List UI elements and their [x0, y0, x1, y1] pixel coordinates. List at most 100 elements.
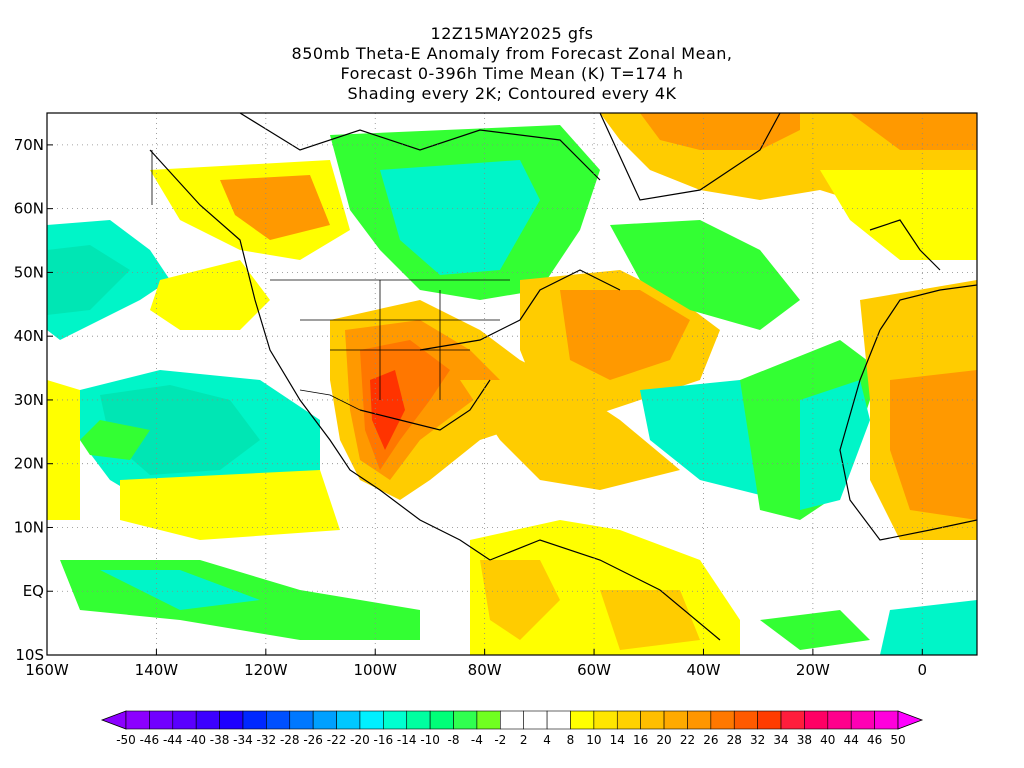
colorbar-label: 40	[820, 733, 835, 747]
colorbar-label: 50	[890, 733, 905, 747]
lat-tick-label: 30N	[14, 391, 44, 409]
lon-tick-label: 80W	[468, 661, 502, 679]
colorbar-swatch	[593, 710, 618, 730]
colorbar-swatch	[616, 710, 641, 730]
plot-frame	[46, 112, 978, 656]
colorbar-swatch	[523, 710, 548, 730]
colorbar-label: -4	[471, 733, 483, 747]
coastlines	[149, 113, 977, 641]
colorbar-label: 14	[610, 733, 625, 747]
colorbar-swatch	[195, 710, 220, 730]
lon-tick-label: 20W	[796, 661, 830, 679]
colorbar-label: -50	[116, 733, 136, 747]
colorbar-label: -28	[280, 733, 300, 747]
colorbar-label: -46	[140, 733, 160, 747]
colorbar-label: -10	[420, 733, 440, 747]
colorbar-label: 38	[797, 733, 812, 747]
colorbar-swatch	[429, 710, 454, 730]
colorbar-swatch	[125, 710, 150, 730]
colorbar-swatch	[289, 710, 314, 730]
colorbar-swatch	[219, 710, 244, 730]
colorbar-swatch	[827, 710, 852, 730]
colorbar-swatch	[874, 710, 899, 730]
colorbar-label: -44	[163, 733, 183, 747]
colorbar-label: -22	[327, 733, 347, 747]
colorbar-label: -2	[494, 733, 506, 747]
colorbar-swatch	[453, 710, 478, 730]
colorbar-label: 44	[844, 733, 859, 747]
colorbar-swatch	[757, 710, 782, 730]
lat-tick-label: 40N	[14, 327, 44, 345]
colorbar-label: -16	[374, 733, 394, 747]
colorbar-arrow-high	[897, 710, 924, 730]
political-boundaries	[151, 150, 510, 411]
lon-tick-label: 60W	[577, 661, 611, 679]
title-line-3: Forecast 0-396h Time Mean (K) T=174 h	[340, 64, 684, 83]
colorbar-swatch	[733, 710, 758, 730]
lat-tick-label: 50N	[14, 263, 44, 281]
lon-tick-label: 160W	[25, 661, 69, 679]
colorbar-swatch	[476, 710, 501, 730]
colorbar-label: -26	[303, 733, 323, 747]
colorbar-swatch	[780, 710, 805, 730]
colorbar-swatch	[570, 710, 595, 730]
colorbar-swatch	[266, 710, 291, 730]
colorbar-label: 28	[727, 733, 742, 747]
lat-tick-label: 20N	[14, 455, 44, 473]
colorbar-swatch	[336, 710, 361, 730]
colorbar-swatch	[383, 710, 408, 730]
lon-tick-label: 100W	[354, 661, 398, 679]
colorbar-label: 8	[567, 733, 575, 747]
colorbar-label: 16	[633, 733, 648, 747]
lon-tick-label: 40W	[687, 661, 721, 679]
colorbar-label: -20	[350, 733, 370, 747]
colorbar-label: -34	[233, 733, 253, 747]
lat-tick-label: 70N	[14, 136, 44, 154]
lat-tick-label: EQ	[23, 582, 44, 600]
title-line-2: 850mb Theta-E Anomaly from Forecast Zona…	[291, 44, 733, 63]
colorbar-label: 2	[520, 733, 528, 747]
colorbar-label: -8	[448, 733, 460, 747]
colorbar-label: 46	[867, 733, 882, 747]
colorbar-label: -38	[210, 733, 230, 747]
colorbar-swatch	[663, 710, 688, 730]
colorbar-label: 10	[586, 733, 601, 747]
longitude-axis: 160W 140W 120W 100W 80W 60W 40W 20W 0	[25, 649, 927, 679]
title-line-1: 12Z15MAY2025 gfs	[430, 24, 594, 43]
lat-tick-label: 10N	[14, 518, 44, 536]
colorbar-arrow-low	[100, 710, 127, 730]
lon-tick-label: 140W	[135, 661, 179, 679]
colorbar-swatch	[804, 710, 829, 730]
colorbar-label: 20	[656, 733, 671, 747]
anomaly-shading	[47, 113, 977, 655]
colorbar-label: 4	[543, 733, 551, 747]
lon-tick-label: 0	[918, 661, 928, 679]
colorbar-swatch	[500, 710, 524, 730]
colorbar-label: 34	[773, 733, 788, 747]
colorbar-swatch	[406, 710, 431, 730]
colorbar-swatch	[149, 710, 174, 730]
lon-tick-label: 120W	[244, 661, 288, 679]
colorbar-swatch	[640, 710, 665, 730]
colorbar-swatch	[850, 710, 875, 730]
lat-tick-label: 10S	[15, 646, 44, 664]
colorbar-swatch	[710, 710, 735, 730]
colorbar-swatch	[687, 710, 712, 730]
colorbar-swatch	[172, 710, 197, 730]
lat-tick-label: 60N	[14, 200, 44, 218]
colorbar-label: -14	[397, 733, 417, 747]
colorbar-swatch	[359, 710, 384, 730]
colorbar-label: 26	[703, 733, 718, 747]
latitude-axis: 70N 60N 50N 40N 30N 20N 10N EQ 10S	[14, 136, 53, 664]
colorbar-swatch	[242, 710, 267, 730]
colorbar-label: 22	[680, 733, 695, 747]
colorbar-label: -40	[186, 733, 206, 747]
colorbar-label: -32	[257, 733, 277, 747]
colorbar: -50 -46 -44 -40 -38 -34 -32 -28 -26 -22 -20 -16 -14-…	[100, 710, 924, 747]
title-line-4: Shading every 2K; Contoured every 4K	[347, 84, 677, 103]
grid-lines	[47, 113, 977, 655]
colorbar-label: 32	[750, 733, 765, 747]
colorbar-swatch	[312, 710, 337, 730]
colorbar-swatch	[546, 710, 571, 730]
